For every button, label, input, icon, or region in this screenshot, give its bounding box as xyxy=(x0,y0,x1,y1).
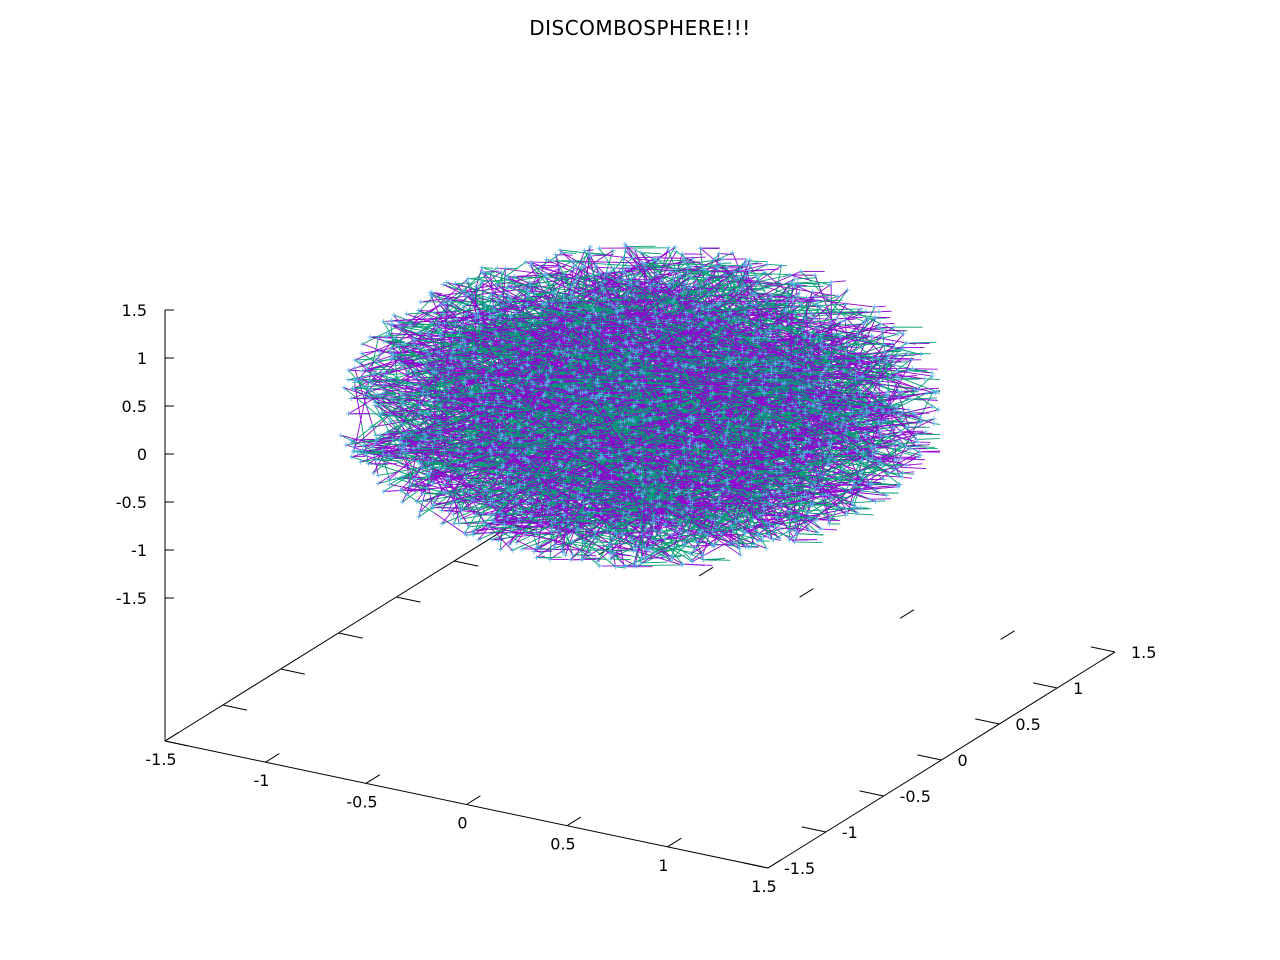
series-segment-b xyxy=(553,260,630,267)
series-segment-a xyxy=(807,477,821,514)
y-tick-mark xyxy=(743,862,769,869)
x-back-tick-mark xyxy=(799,588,814,598)
series-segment-a xyxy=(800,320,898,335)
series-stroke xyxy=(842,469,862,472)
y-back-tick-mark xyxy=(280,668,305,675)
chart-title: DISCOMBOSPHERE!!! xyxy=(529,16,751,40)
y-tick-mark xyxy=(859,790,884,797)
y-tick-mark xyxy=(975,718,1000,725)
series-segment-a xyxy=(512,537,542,554)
y-tick-mark xyxy=(917,754,942,761)
y-back-tick-mark xyxy=(396,596,421,603)
x-back-tick-mark xyxy=(899,609,915,619)
series-stroke xyxy=(632,340,663,342)
series-stroke xyxy=(838,346,859,348)
y-back-tick-mark xyxy=(164,740,190,747)
y-back-tick-mark xyxy=(222,704,248,711)
series-stroke xyxy=(761,413,781,415)
series-segment-a xyxy=(648,415,724,550)
y-back-tick-mark xyxy=(454,560,479,567)
y-tick-mark xyxy=(801,826,826,833)
series-stroke xyxy=(632,256,662,259)
series-stroke xyxy=(916,438,941,440)
series-stroke xyxy=(683,256,706,259)
y-tick-mark xyxy=(1090,646,1116,653)
x-tick-mark xyxy=(767,858,783,869)
series-stroke xyxy=(884,350,902,353)
series-segment-a xyxy=(357,338,396,381)
series-stroke xyxy=(767,263,788,267)
series-segment-a xyxy=(789,274,810,281)
x-tick-mark xyxy=(265,753,280,763)
series-stroke xyxy=(900,458,925,461)
x-back-tick-mark xyxy=(1000,630,1015,640)
series-stroke xyxy=(845,431,876,434)
series-stroke xyxy=(897,466,927,469)
series-stroke xyxy=(561,498,583,501)
series-segment-b xyxy=(379,395,403,427)
x-back-tick-mark xyxy=(698,566,714,577)
y-tick-mark xyxy=(1032,682,1058,689)
series-segment-b xyxy=(623,521,744,568)
x-tick-mark xyxy=(566,816,582,827)
x-tick-mark xyxy=(365,774,381,784)
series-segment-b xyxy=(394,296,434,339)
x-tick-mark xyxy=(164,731,180,742)
series-stroke xyxy=(912,412,930,414)
data-disc xyxy=(338,241,941,570)
series-stroke xyxy=(555,254,573,256)
series-stroke xyxy=(468,276,491,279)
series-stroke xyxy=(574,450,592,453)
x-back-tick-mark xyxy=(1100,651,1116,662)
series-segment-b xyxy=(572,541,614,548)
series-stroke xyxy=(395,354,424,357)
series-segment-b xyxy=(552,526,643,547)
series-stroke xyxy=(666,321,689,324)
series-segment-b xyxy=(348,413,486,415)
series-segment-b xyxy=(913,391,934,431)
series-segment-b xyxy=(360,423,369,464)
x-tick-mark xyxy=(466,795,481,805)
series-segment-b xyxy=(365,338,379,395)
series-stroke xyxy=(847,512,874,516)
y-back-tick-mark xyxy=(338,632,363,639)
series-segment-b xyxy=(512,506,610,551)
series-segment-a xyxy=(692,544,712,547)
series-segment-a xyxy=(853,472,875,486)
series-segment-a xyxy=(353,382,362,424)
series-segment-b xyxy=(640,564,682,566)
x-tick-mark xyxy=(667,837,682,848)
series-stroke xyxy=(590,429,612,432)
axes xyxy=(164,309,1116,869)
series-segment-b xyxy=(753,335,933,374)
series-segment-a xyxy=(847,459,863,514)
